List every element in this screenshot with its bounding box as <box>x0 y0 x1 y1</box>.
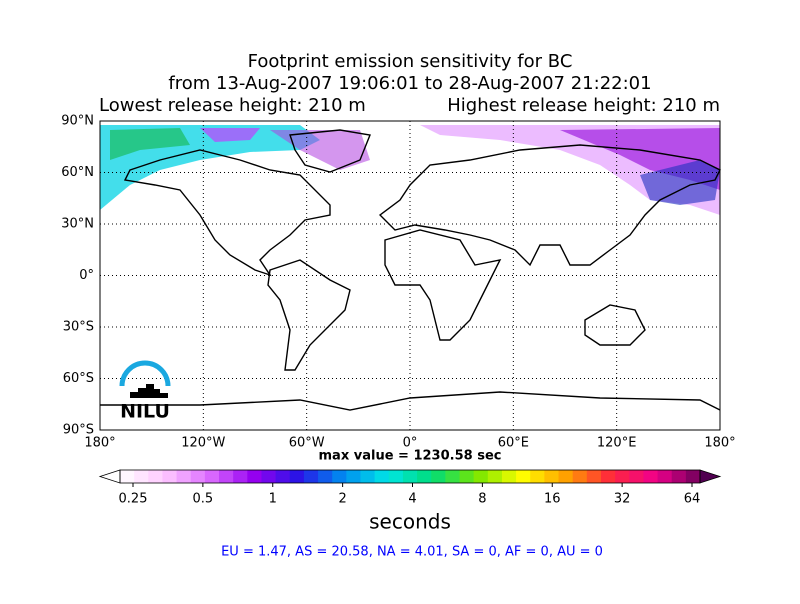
colorbar-tick-label: 0.25 <box>119 492 148 507</box>
colorbar-tick-label: 16 <box>544 492 561 507</box>
north-america <box>123 149 331 277</box>
colorbar-cell <box>685 470 701 483</box>
colorbar-cell <box>190 470 206 483</box>
colorbar-tick-label: 0.5 <box>193 492 214 507</box>
colorbar-cell <box>346 470 361 483</box>
field-pacific <box>640 160 720 205</box>
logo-arc <box>119 360 171 387</box>
africa <box>384 229 502 341</box>
colorbar-cell <box>629 470 644 483</box>
south-america <box>267 259 351 371</box>
title-line-2: from 13-Aug-2007 19:06:01 to 28-Aug-2007… <box>168 73 651 94</box>
colorbar-cell <box>261 470 277 483</box>
colorbar-cell <box>134 470 149 483</box>
lon-label: 120°E <box>597 436 637 451</box>
colorbar-cell <box>275 470 291 483</box>
logo-skyline <box>122 384 168 398</box>
colorbar-tick-label: 1 <box>269 492 277 507</box>
colorbar-cell <box>572 470 588 483</box>
colorbar-cell <box>431 470 446 483</box>
lon-label: 60°W <box>289 436 325 451</box>
colorbar-tick-label: 8 <box>478 492 486 507</box>
colorbar-cell <box>162 470 178 483</box>
colorbar-frame <box>119 469 701 484</box>
colorbar: 0.25 0.5 1 2 4 8 16 32 64 <box>98 469 722 507</box>
colorbar-cell <box>388 470 404 483</box>
colorbar-cell <box>148 470 163 483</box>
colorbar-cell <box>657 470 673 483</box>
colorbar-cell <box>247 470 262 483</box>
region-summary: EU = 1.47, AS = 20.58, NA = 4.01, SA = 0… <box>221 545 603 560</box>
greenland <box>289 129 371 173</box>
lat-label: 90°N <box>61 114 94 129</box>
colorbar-cell <box>516 470 531 483</box>
colorbar-tick-label: 32 <box>614 492 631 507</box>
max-value: max value = 1230.58 sec <box>319 449 502 464</box>
colorbar-cell <box>303 470 319 483</box>
colorbar-cell <box>487 470 503 483</box>
colorbar-cell <box>544 470 560 483</box>
colorbar-cell <box>402 470 418 483</box>
lat-label: 30°S <box>63 320 94 335</box>
colorbar-cell <box>176 470 192 483</box>
title-line-1: Footprint emission sensitivity for BC <box>248 51 573 72</box>
lon-label: 180° <box>84 436 115 451</box>
colorbar-cell <box>501 470 517 483</box>
colorbar-cell <box>586 470 602 483</box>
colorbar-cell <box>233 470 248 483</box>
colorbar-cell <box>360 470 376 483</box>
colorbar-tick-label: 4 <box>408 492 416 507</box>
lat-label: 90°S <box>63 423 94 438</box>
colorbar-cell <box>120 470 135 483</box>
lat-label: 0° <box>79 268 94 283</box>
colorbar-label: seconds <box>369 510 451 534</box>
colorbar-cell <box>332 470 347 483</box>
lat-label: 30°N <box>61 217 94 232</box>
colorbar-tick-label: 64 <box>684 492 701 507</box>
colorbar-cell <box>600 470 616 483</box>
lon-label: 0° <box>403 436 418 451</box>
colorbar-cell <box>615 470 630 483</box>
logo-text: NILU <box>120 401 170 423</box>
colorbar-tick-label: 2 <box>338 492 346 507</box>
lat-label: 60°S <box>63 371 94 386</box>
graticule <box>100 121 720 430</box>
colorbar-cell <box>671 470 687 483</box>
lat-label: 60°N <box>61 165 94 180</box>
lon-label: 60°E <box>498 436 529 451</box>
colorbar-cell <box>558 470 574 483</box>
colorbar-cell <box>374 470 390 483</box>
colorbar-cell <box>445 470 461 483</box>
australia <box>584 304 646 346</box>
field-green <box>110 128 190 160</box>
colorbar-cell <box>219 470 234 483</box>
highest-height: Highest release height: 210 m <box>447 95 720 116</box>
eurasia <box>378 144 721 267</box>
lowest-height: Lowest release height: 210 m <box>99 95 366 116</box>
colorbar-cell <box>289 470 305 483</box>
colorbar-cell <box>643 470 659 483</box>
logo: NILU <box>119 360 171 423</box>
colorbar-cell <box>417 470 432 483</box>
map-frame <box>99 120 721 431</box>
field-purple <box>200 128 260 142</box>
lon-label: 180° <box>704 436 735 451</box>
colorbar-cell <box>318 470 333 483</box>
lon-label: 120°W <box>181 436 225 451</box>
colorbar-cell <box>459 470 475 483</box>
colorbar-cell <box>204 470 220 483</box>
colorbar-cell <box>473 470 489 483</box>
sensitivity-field <box>100 125 720 215</box>
field-greenland <box>270 130 370 170</box>
colorbar-cell <box>530 470 545 483</box>
